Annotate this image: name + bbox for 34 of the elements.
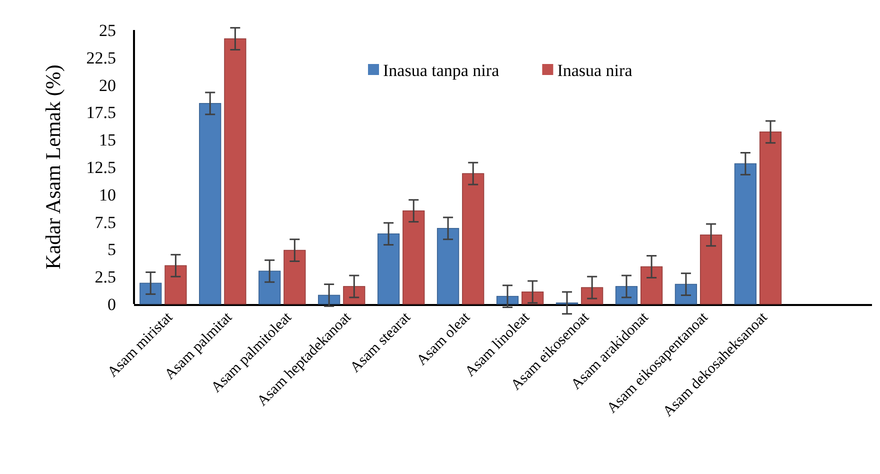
bar	[674, 284, 698, 304]
y-tick-label: 17.5	[86, 103, 116, 122]
y-tick-label: 7.5	[94, 212, 116, 232]
legend-label: Inasua tanpa nira	[383, 60, 500, 80]
bar	[318, 294, 340, 304]
bar	[224, 38, 246, 304]
y-tick-label: 12.5	[86, 158, 116, 177]
y-tick-label: 15	[99, 130, 116, 150]
y-tick-label: 5	[108, 240, 116, 260]
bar	[496, 296, 519, 304]
y-axis-title: Kadar Asam Lemak (%)	[41, 64, 65, 270]
y-tick-label: 0	[108, 294, 116, 314]
bar	[759, 132, 782, 304]
bar	[343, 286, 366, 304]
bar	[462, 173, 484, 304]
bar	[164, 265, 187, 304]
y-tick-label: 22.5	[86, 48, 116, 68]
bar	[615, 286, 638, 304]
bar	[284, 250, 306, 304]
bar	[258, 270, 281, 304]
bar	[581, 287, 604, 304]
bar	[436, 228, 460, 304]
y-tick-label: 10	[99, 185, 116, 204]
y-tick-label: 20	[99, 76, 116, 95]
bar	[140, 282, 162, 304]
bar	[700, 234, 722, 304]
bar	[377, 233, 400, 304]
bar	[734, 163, 756, 304]
bar	[640, 266, 663, 304]
bar	[199, 103, 222, 304]
legend-label: Inasua nira	[557, 60, 633, 80]
y-tick-label: 2.5	[94, 268, 116, 287]
y-tick-label: 25	[99, 20, 116, 40]
bar	[402, 210, 425, 304]
